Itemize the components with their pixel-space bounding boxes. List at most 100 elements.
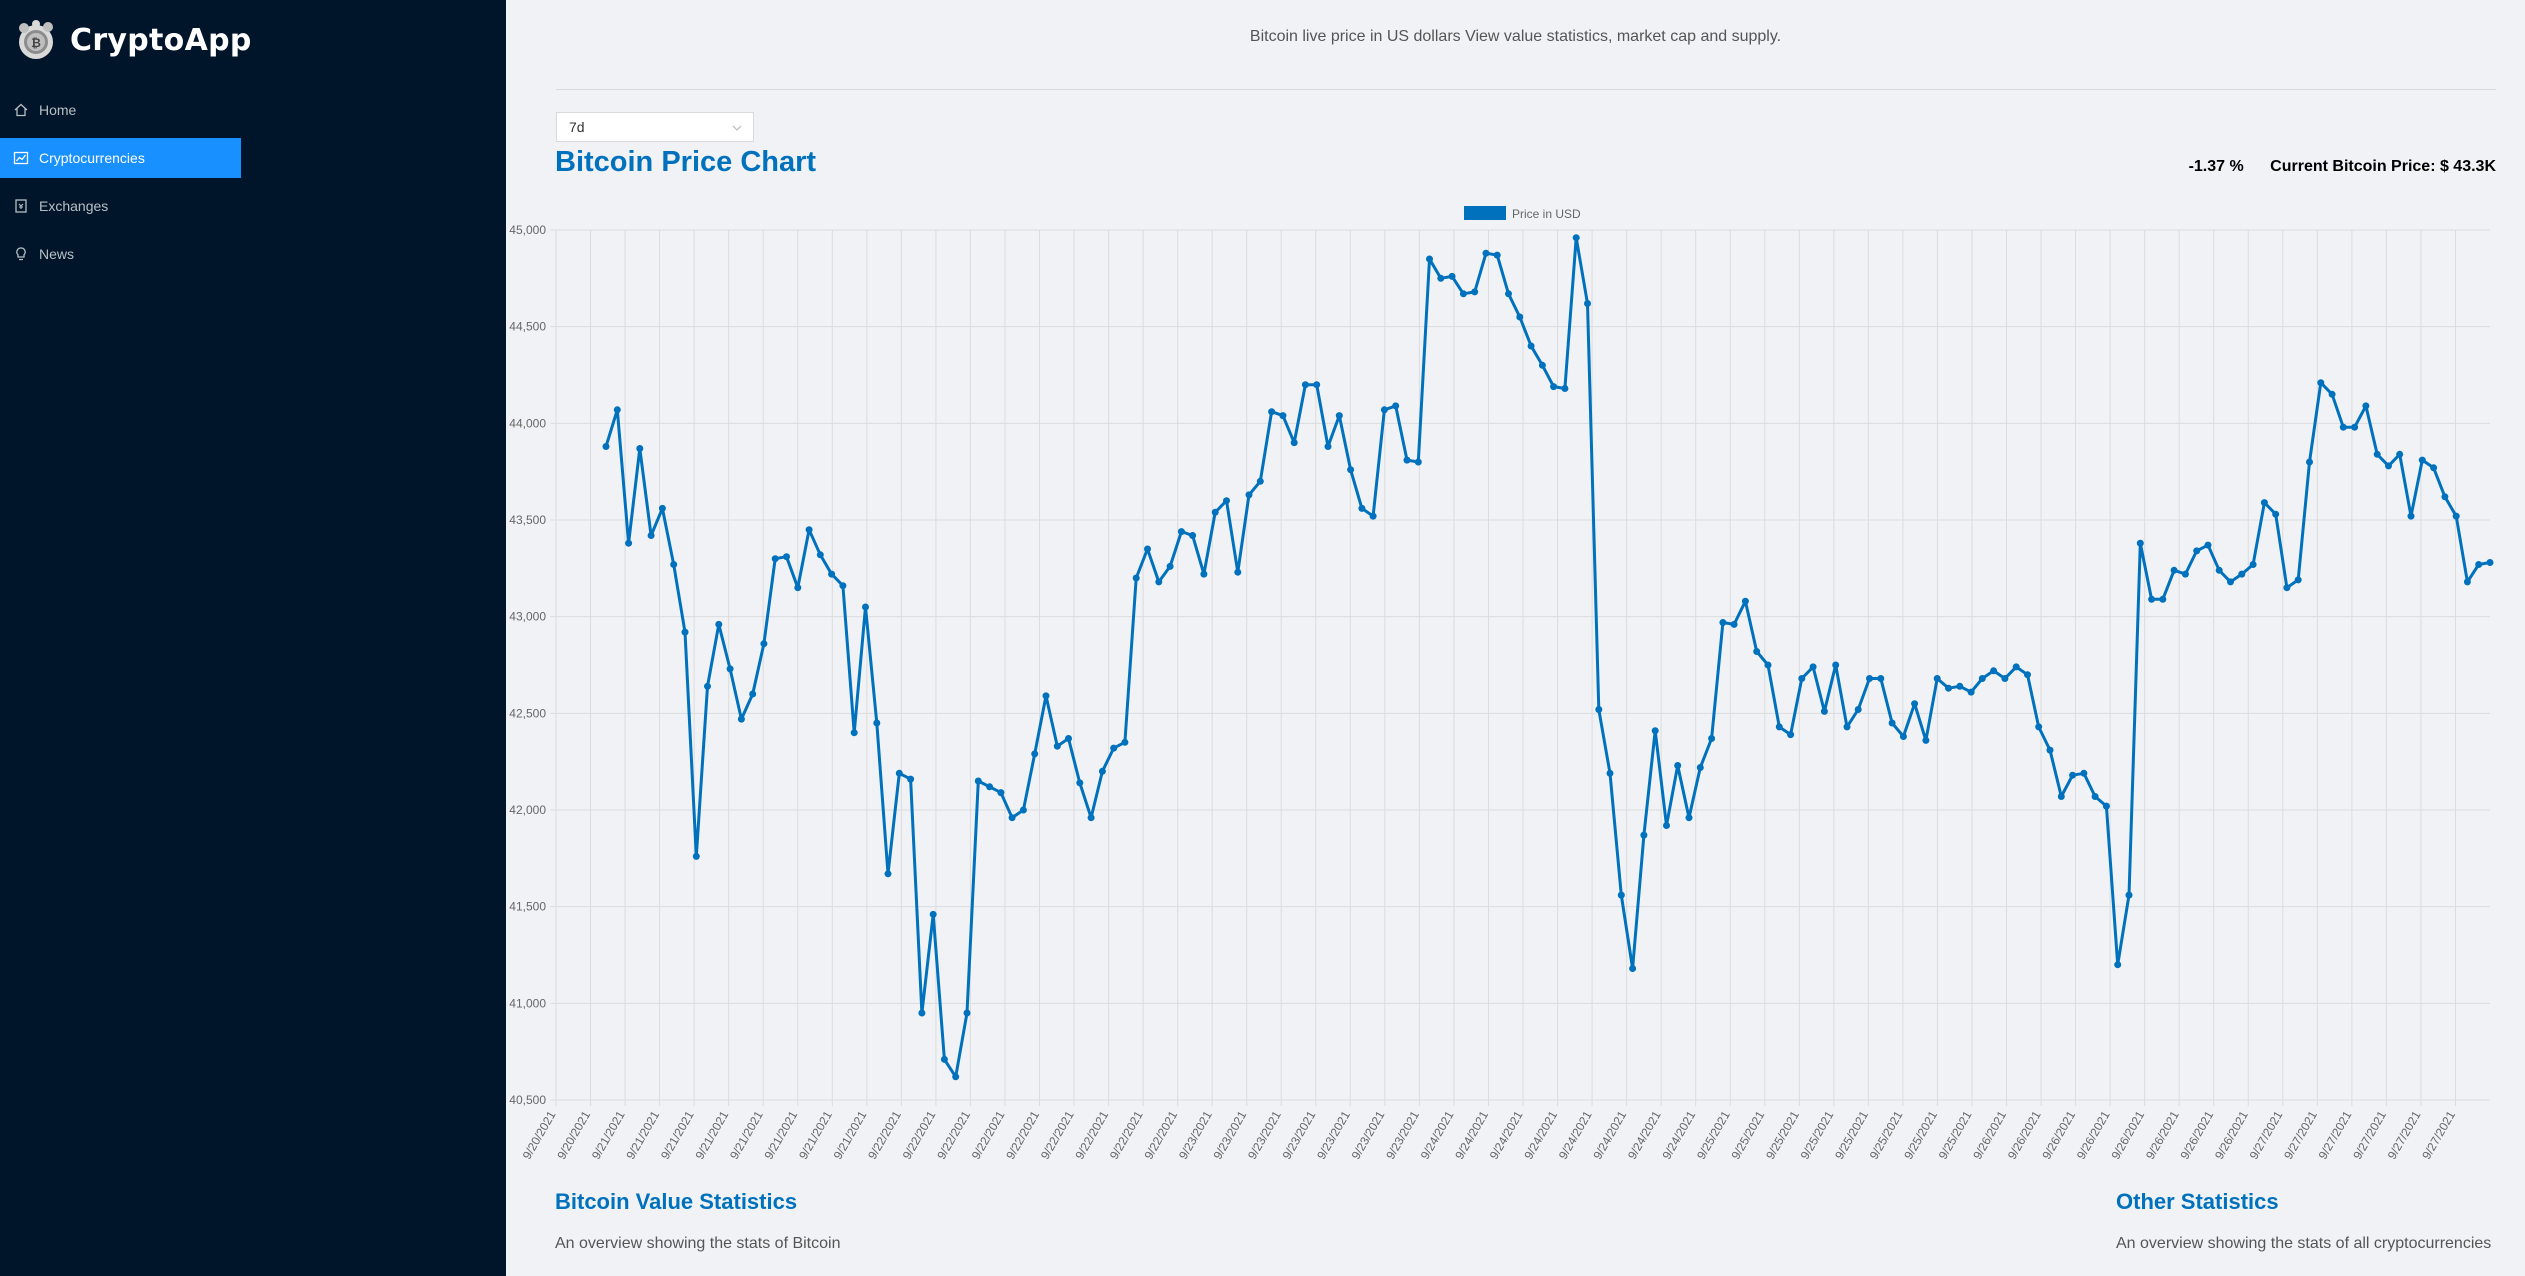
data-point bbox=[1572, 234, 1580, 242]
x-tick-label: 9/22/2021 bbox=[1072, 1108, 1111, 1162]
data-point bbox=[1324, 443, 1332, 450]
data-point bbox=[1606, 769, 1614, 777]
data-point bbox=[726, 665, 734, 673]
x-tick-label: 9/20/2021 bbox=[520, 1108, 559, 1162]
x-tick-label: 9/25/2021 bbox=[1729, 1108, 1768, 1162]
chevron-down-icon bbox=[732, 125, 742, 131]
data-point bbox=[1764, 661, 1772, 669]
main-content: Bitcoin live price in US dollars View va… bbox=[506, 0, 2525, 1276]
data-points bbox=[602, 234, 2494, 1081]
x-tick-label: 9/23/2021 bbox=[1245, 1108, 1284, 1162]
data-point bbox=[1911, 700, 1919, 708]
data-point bbox=[1053, 742, 1061, 750]
page-subtitle: Bitcoin live price in US dollars View va… bbox=[1249, 28, 1782, 45]
x-tick-label: 9/21/2021 bbox=[658, 1108, 697, 1162]
x-tick-label: 9/24/2021 bbox=[1452, 1108, 1491, 1162]
data-point bbox=[1110, 744, 1118, 752]
chart-legend[interactable]: Price in USD bbox=[1464, 206, 1581, 221]
data-point bbox=[1268, 408, 1276, 416]
data-point bbox=[986, 783, 994, 791]
x-tick-label: 9/27/2021 bbox=[2419, 1108, 2458, 1162]
data-point bbox=[1922, 736, 1930, 744]
time-period-select[interactable]: 7d bbox=[556, 112, 754, 142]
y-tick-label: 42,000 bbox=[509, 803, 546, 817]
x-tick-label: 9/27/2021 bbox=[2350, 1108, 2389, 1162]
logo[interactable]: ₿ CryptoApp bbox=[14, 18, 252, 62]
data-point bbox=[681, 628, 689, 636]
nav-item-exchanges[interactable]: Exchanges bbox=[0, 186, 241, 226]
nav-label-exchanges: Exchanges bbox=[39, 198, 109, 214]
data-point bbox=[1505, 290, 1512, 298]
data-point bbox=[2001, 675, 2009, 682]
data-point bbox=[850, 729, 858, 737]
data-point bbox=[1640, 831, 1648, 839]
data-point bbox=[1144, 545, 1151, 553]
nav-item-news[interactable]: News bbox=[0, 234, 241, 274]
data-point bbox=[1008, 814, 1016, 822]
price-info: -1.37 % Current Bitcoin Price: $ 43.3K bbox=[2189, 158, 2496, 176]
app-title[interactable]: CryptoApp bbox=[70, 22, 252, 58]
data-point bbox=[1561, 385, 1569, 392]
data-point bbox=[2430, 464, 2438, 472]
x-tick-label: 9/23/2021 bbox=[1210, 1108, 1249, 1162]
data-point bbox=[1493, 251, 1501, 259]
data-point bbox=[2294, 576, 2302, 584]
data-point bbox=[2125, 891, 2133, 899]
data-point bbox=[636, 445, 644, 452]
price-chart[interactable]: Price in USD 45,000 44,500 44,000 43,500 43,… bbox=[506, 200, 2525, 1180]
x-tick-label: 9/25/2021 bbox=[1798, 1108, 1837, 1162]
data-point bbox=[1741, 597, 1749, 605]
x-tick-label: 9/22/2021 bbox=[1107, 1108, 1146, 1162]
data-point bbox=[1437, 274, 1445, 282]
divider bbox=[556, 89, 2496, 90]
x-tick-label: 9/23/2021 bbox=[1280, 1108, 1319, 1162]
y-tick-label: 41,000 bbox=[509, 996, 546, 1010]
x-axis: 9/20/20219/20/20219/21/20219/21/20219/21… bbox=[520, 1108, 2458, 1162]
data-point bbox=[1301, 381, 1309, 389]
nav-item-cryptocurrencies[interactable]: Cryptocurrencies bbox=[0, 138, 241, 178]
data-point bbox=[1358, 504, 1366, 512]
data-point bbox=[1065, 735, 1072, 742]
data-point bbox=[1877, 675, 1885, 682]
data-point bbox=[613, 406, 621, 414]
data-point bbox=[929, 910, 937, 918]
data-point bbox=[1132, 574, 1140, 582]
data-point bbox=[2057, 793, 2065, 800]
data-point bbox=[602, 443, 610, 450]
data-point bbox=[828, 570, 836, 578]
data-point bbox=[1866, 675, 1873, 682]
x-tick-label: 9/26/2021 bbox=[1970, 1108, 2009, 1162]
x-tick-label: 9/24/2021 bbox=[1556, 1108, 1595, 1162]
x-tick-label: 9/24/2021 bbox=[1487, 1108, 1526, 1162]
data-point bbox=[2069, 771, 2077, 779]
data-point bbox=[2362, 402, 2370, 410]
data-point bbox=[1550, 383, 1558, 391]
data-point bbox=[1719, 619, 1727, 626]
data-point bbox=[1798, 675, 1806, 682]
nav-item-home[interactable]: Home bbox=[0, 90, 241, 130]
data-point bbox=[1629, 965, 1637, 972]
x-tick-label: 9/21/2021 bbox=[727, 1108, 766, 1162]
y-tick-label: 44,000 bbox=[509, 416, 546, 430]
x-tick-label: 9/24/2021 bbox=[1625, 1108, 1664, 1162]
data-point bbox=[2148, 595, 2156, 603]
data-point bbox=[1584, 300, 1591, 307]
data-point bbox=[1482, 249, 1490, 257]
data-point bbox=[1076, 779, 1084, 787]
data-point bbox=[2024, 671, 2031, 679]
data-point bbox=[2091, 793, 2099, 800]
data-point bbox=[1414, 458, 1422, 466]
y-tick-label: 43,500 bbox=[509, 513, 546, 527]
data-point bbox=[670, 561, 678, 568]
data-point bbox=[1087, 814, 1095, 822]
data-point bbox=[2351, 423, 2359, 431]
x-tick-label: 9/22/2021 bbox=[934, 1108, 973, 1162]
x-tick-label: 9/27/2021 bbox=[2281, 1108, 2320, 1162]
data-point bbox=[737, 715, 745, 723]
data-point bbox=[2159, 595, 2167, 603]
x-tick-label: 9/25/2021 bbox=[1832, 1108, 1871, 1162]
data-point bbox=[658, 504, 666, 512]
data-point bbox=[974, 777, 982, 785]
price-change: -1.37 % bbox=[2188, 158, 2244, 175]
data-point bbox=[1347, 466, 1355, 474]
